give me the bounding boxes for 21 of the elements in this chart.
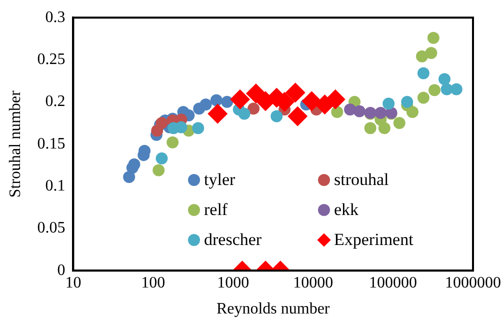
y-axis-title: Strouhal number xyxy=(6,90,24,198)
y-tick-label: 0.15 xyxy=(37,135,66,152)
legend-label: relf xyxy=(204,200,228,220)
x-axis-title: Reynolds number xyxy=(216,300,330,318)
y-tick-label: 0.2 xyxy=(45,93,66,110)
x-tick-label: 100 xyxy=(141,274,166,292)
legend-label: tyler xyxy=(204,170,236,190)
y-tick-label: 0.3 xyxy=(45,8,66,26)
legend-label: drescher xyxy=(204,230,262,250)
x-tick-label: 10000 xyxy=(293,274,334,292)
x-tick-label: 1000000 xyxy=(445,274,501,292)
y-tick-label: 0.05 xyxy=(37,220,66,237)
x-tick-label: 100000 xyxy=(369,274,418,292)
y-tick-label: 0.1 xyxy=(45,177,66,194)
y-tick-label: 0 xyxy=(57,262,66,279)
legend-label: ekk xyxy=(334,200,359,220)
legend-label: strouhal xyxy=(334,170,389,190)
x-tick-label: 1000 xyxy=(217,274,250,292)
legend-label: Experiment xyxy=(334,230,414,250)
y-tick-label: 0.25 xyxy=(37,50,66,68)
x-tick-label: 10 xyxy=(65,274,82,292)
